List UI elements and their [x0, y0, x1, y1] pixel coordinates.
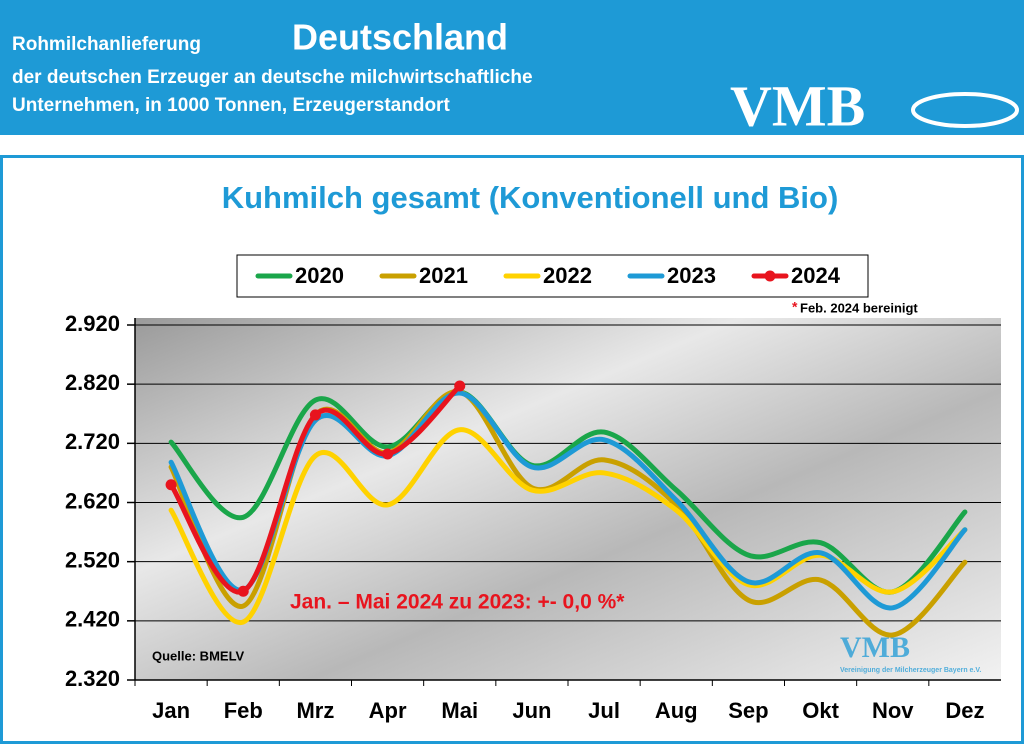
legend-label: 2021: [419, 263, 468, 288]
chart-title: Kuhmilch gesamt (Konventionell und Bio): [222, 180, 839, 215]
watermark-sub: Vereinigung der Milcherzeuger Bayern e.V…: [840, 667, 981, 674]
annotation: Jan. – Mai 2024 zu 2023: +- 0,0 %*: [290, 591, 625, 614]
series-marker: [165, 479, 177, 491]
header-title: Deutschland: [292, 17, 508, 58]
note: Feb. 2024 bereinigt: [800, 300, 918, 315]
y-tick-label: 2.320: [65, 666, 120, 691]
legend-label: 2023: [667, 263, 716, 288]
header-line1: der deutschen Erzeuger an deutsche milch…: [12, 67, 533, 88]
header-prefix: Rohmilchanlieferung: [12, 34, 201, 55]
header-band: [0, 0, 1024, 135]
x-tick-label: Dez: [945, 698, 984, 723]
x-tick-label: Jun: [512, 698, 551, 723]
y-tick-label: 2.820: [65, 370, 120, 395]
x-tick-label: Okt: [802, 698, 839, 723]
header-logo: VMB: [730, 73, 865, 138]
series-line: [168, 389, 968, 595]
watermark: VMB: [840, 631, 910, 664]
note-marker: *: [792, 299, 798, 315]
y-tick-label: 2.520: [65, 547, 120, 572]
x-tick-label: Sep: [728, 698, 768, 723]
legend-label: 2022: [543, 263, 592, 288]
y-tick-label: 2.620: [65, 488, 120, 513]
series-marker: [309, 409, 321, 421]
x-tick-label: Nov: [872, 698, 914, 723]
series-marker: [237, 585, 249, 597]
legend-label: 2020: [295, 263, 344, 288]
x-tick-label: Apr: [369, 698, 407, 723]
x-tick-label: Jan: [152, 698, 190, 723]
x-tick-label: Jul: [588, 698, 620, 723]
y-tick-label: 2.420: [65, 607, 120, 632]
x-tick-label: Feb: [224, 698, 263, 723]
x-tick-label: Mai: [441, 698, 478, 723]
legend-label: 2024: [791, 263, 841, 288]
y-tick-label: 2.920: [65, 311, 120, 336]
source: Quelle: BMELV: [152, 648, 245, 663]
header-line2: Unternehmen, in 1000 Tonnen, Erzeugersta…: [12, 95, 450, 116]
x-tick-label: Aug: [655, 698, 698, 723]
series-marker: [454, 380, 466, 392]
legend-marker: [764, 270, 776, 282]
x-tick-label: Mrz: [296, 698, 334, 723]
series-marker: [382, 448, 394, 460]
series-line: [168, 383, 463, 595]
y-tick-label: 2.720: [65, 429, 120, 454]
logo-swirl: [911, 92, 1019, 128]
